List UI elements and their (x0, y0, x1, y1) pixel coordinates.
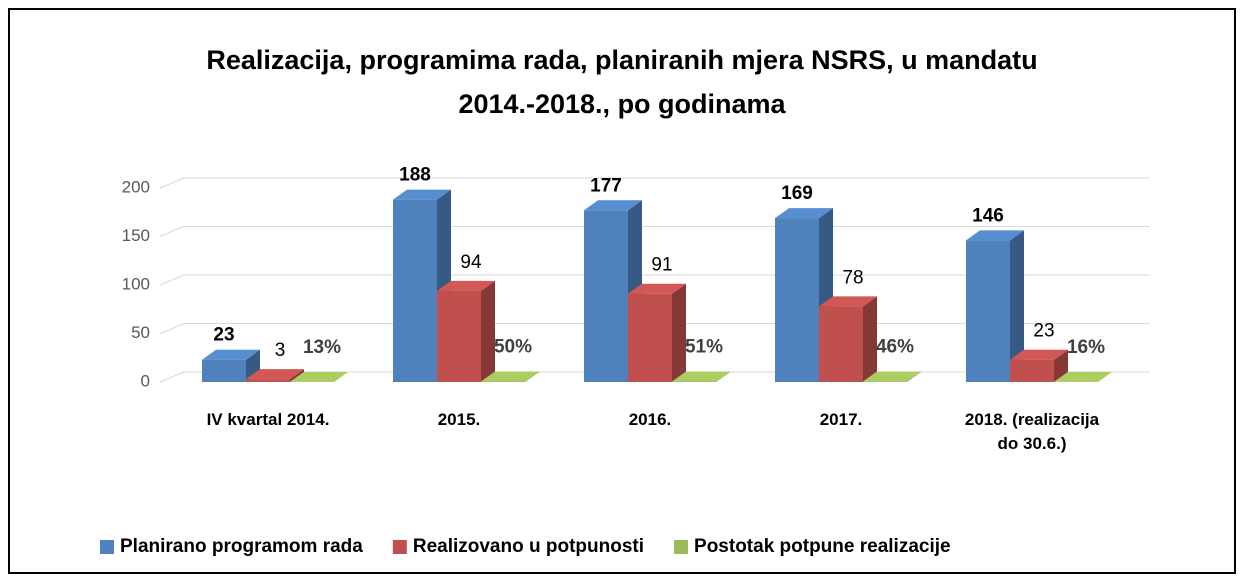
bar-top (584, 200, 642, 211)
data-label: 94 (460, 252, 482, 273)
legend-swatch (100, 540, 114, 554)
data-label: 177 (590, 175, 622, 196)
data-label: 16% (1067, 337, 1105, 358)
x-tick-label: IV kvartal 2014. (206, 410, 330, 429)
data-label: 50% (494, 337, 532, 358)
bar (584, 210, 628, 382)
data-label: 23 (213, 325, 234, 346)
grid-line-depth (159, 177, 185, 189)
bar (393, 199, 437, 382)
bar-top (628, 283, 686, 294)
bar-side (863, 296, 877, 382)
x-tick-label: 2016. (628, 410, 672, 429)
bar-top (863, 371, 921, 382)
bar (966, 240, 1010, 382)
bar-side (1098, 371, 1112, 382)
bar-top (775, 208, 833, 219)
bar (628, 293, 672, 382)
x-tick-label: 2018. (realizacija do 30.6.) (964, 410, 1100, 453)
bar (1010, 359, 1054, 382)
grid-line-depth (159, 226, 185, 237)
bar-top (246, 369, 304, 380)
bar-side (334, 371, 348, 382)
bar (775, 218, 819, 382)
bar-side (525, 371, 539, 382)
chart-title: Realizacija, programima rada, planiranih… (206, 45, 1038, 119)
bar-top (202, 349, 260, 360)
bar-top (1054, 371, 1112, 382)
data-label: 46% (876, 337, 914, 358)
data-label: 3 (275, 340, 286, 361)
y-tick-label: 200 (122, 177, 150, 196)
bar-top (481, 371, 539, 382)
bar (246, 379, 290, 382)
grid-line-depth (159, 323, 185, 334)
bar-top (819, 296, 877, 307)
bar-top (1010, 349, 1068, 360)
legend-label: Planirano programom rada (120, 536, 363, 557)
bar-top (393, 189, 451, 200)
bar-top (290, 371, 348, 382)
bar (819, 306, 863, 382)
bar-side (907, 371, 921, 382)
data-label: 188 (399, 165, 431, 186)
x-tick-label: 2015. (437, 410, 481, 429)
legend-swatch (392, 540, 407, 554)
bar-top (966, 230, 1024, 241)
grid-line-depth (159, 274, 185, 286)
data-label: 23 (1033, 321, 1054, 342)
x-tick-label: 2017. (819, 410, 863, 429)
data-label: 91 (651, 255, 672, 276)
y-tick-label: 50 (131, 323, 150, 342)
bar-side (481, 280, 495, 382)
y-tick-label: 0 (141, 371, 150, 390)
bar-side (290, 369, 304, 382)
bar-side (716, 371, 730, 382)
data-label: 146 (972, 205, 1004, 226)
bar-side (672, 283, 686, 382)
data-label: 51% (685, 337, 723, 358)
bar-side (1054, 349, 1068, 382)
data-label: 78 (842, 267, 863, 288)
bar (437, 290, 481, 382)
bar-top (437, 280, 495, 291)
legend-label: Postotak potpune realizacije (694, 536, 951, 557)
data-label: 13% (303, 337, 341, 358)
bar-side (1010, 230, 1024, 382)
legend-swatch (674, 540, 689, 554)
y-tick-label: 150 (122, 226, 150, 245)
bar (202, 359, 246, 382)
bar-top (672, 371, 730, 382)
y-tick-label: 100 (122, 274, 150, 293)
legend-label: Realizovano u potpunosti (413, 536, 644, 557)
grid-line-depth (159, 371, 185, 383)
data-label: 169 (781, 183, 813, 204)
